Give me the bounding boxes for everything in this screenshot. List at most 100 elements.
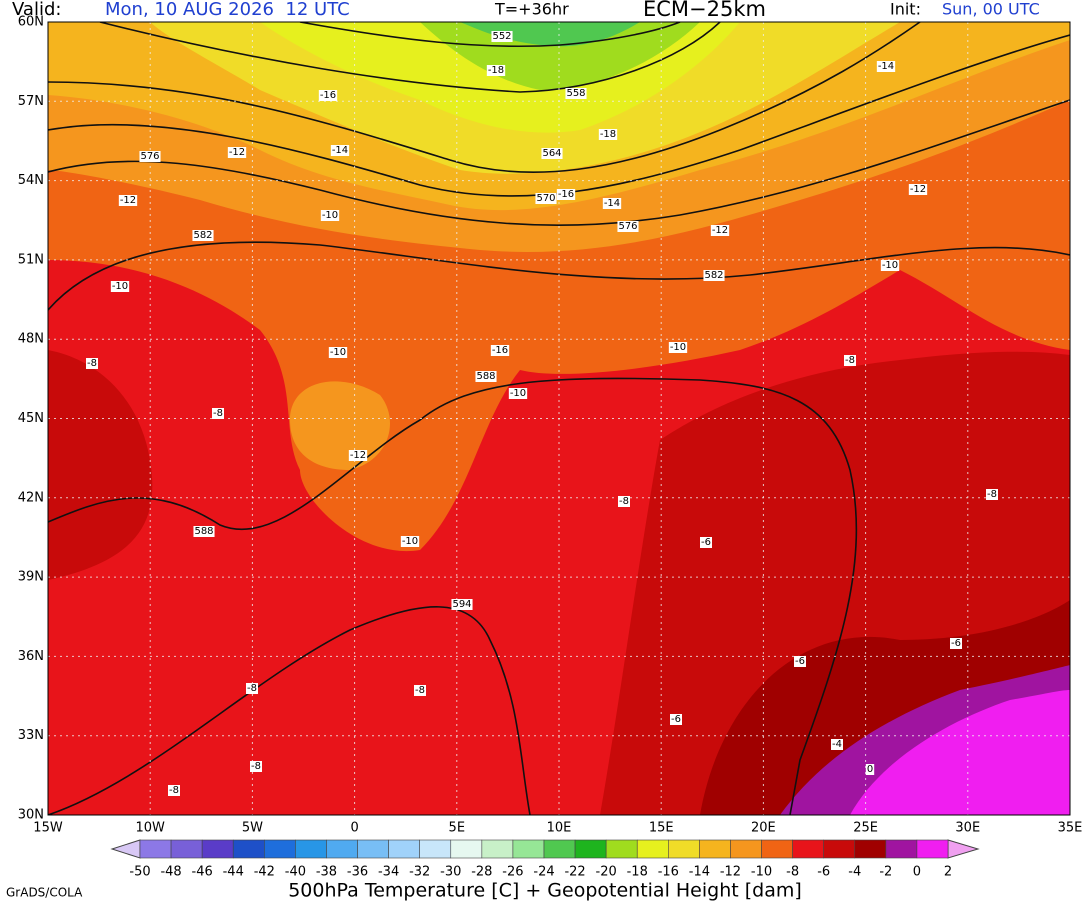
contour-label-box xyxy=(508,388,528,399)
colorbar-box xyxy=(636,839,669,859)
colorbar-label: -18 xyxy=(627,865,648,880)
lat-label: 36N xyxy=(18,649,44,664)
contour-label: -8 xyxy=(845,355,855,366)
contour-label: -6 xyxy=(795,656,805,667)
colorbar-box xyxy=(264,839,296,859)
contour-label: -12 xyxy=(350,450,366,461)
colorbar-label: -30 xyxy=(440,865,461,880)
contour-label: -8 xyxy=(213,408,223,419)
contour-label: -14 xyxy=(878,61,894,72)
contour-label: -14 xyxy=(332,145,348,156)
contour-label: 594 xyxy=(452,599,471,610)
contour-label: -6 xyxy=(951,638,961,649)
contour-label: -14 xyxy=(604,198,620,209)
colorbar-high xyxy=(947,839,980,859)
colorbar-label: -4 xyxy=(848,865,861,880)
contour-label-box xyxy=(400,536,420,547)
init-time: Sun, 00 UTC xyxy=(942,0,1040,19)
colorbar-box xyxy=(357,839,389,859)
contour-label: 552 xyxy=(492,31,511,42)
colorbar-label: -36 xyxy=(347,865,368,880)
contour-label: -6 xyxy=(701,537,711,548)
contour-label-box xyxy=(491,31,513,42)
contour-label-box xyxy=(703,270,725,281)
contour-label-box xyxy=(110,281,130,292)
contour-label: -12 xyxy=(120,195,136,206)
init-label: Init: xyxy=(890,0,921,19)
field-band xyxy=(460,22,640,47)
colorbar-box xyxy=(792,839,824,859)
colorbar-box xyxy=(201,839,234,859)
contour-label: 582 xyxy=(704,270,723,281)
contour-label: -12 xyxy=(910,184,926,195)
contour-label: 0 xyxy=(867,764,873,775)
colorbar-box xyxy=(512,839,545,859)
height-contour xyxy=(48,606,531,815)
colorbar-box xyxy=(326,839,358,859)
height-contour xyxy=(99,22,721,93)
colorbar-label: -34 xyxy=(378,865,399,880)
colorbar-label: -26 xyxy=(502,865,523,880)
colorbar-label: -46 xyxy=(192,865,213,880)
colorbar-label: -44 xyxy=(223,865,244,880)
height-contour xyxy=(299,22,681,48)
lon-label: 20E xyxy=(751,821,776,836)
colorbar-label: -28 xyxy=(471,865,492,880)
contour-label-box xyxy=(193,526,215,537)
lon-label: 25E xyxy=(853,821,878,836)
lon-label: 15W xyxy=(33,821,63,836)
colorbar-label: -2 xyxy=(879,865,892,880)
lat-label: 60N xyxy=(18,15,44,30)
contour-label-box xyxy=(844,355,856,366)
lon-label: 0 xyxy=(350,821,358,836)
contour-label-box xyxy=(598,129,618,140)
contour-label-box xyxy=(618,496,630,507)
colorbar-box xyxy=(295,839,327,859)
colorbar-low xyxy=(110,839,141,859)
colorbar-label: -14 xyxy=(689,865,710,880)
contour-label-box xyxy=(348,450,368,461)
contour-label-box xyxy=(86,358,98,369)
colorbar-label: 2 xyxy=(944,865,952,880)
colorbar-label: -40 xyxy=(285,865,306,880)
map-frame xyxy=(47,21,1071,816)
contour-label: -12 xyxy=(229,147,245,158)
lat-label: 48N xyxy=(18,332,44,347)
contour-label-box xyxy=(168,785,180,796)
contour-label-box xyxy=(617,221,639,232)
contour-label-box xyxy=(330,145,350,156)
colorbar-box xyxy=(481,839,514,859)
model-name: ECM−25km xyxy=(643,0,766,21)
contour-label: -12 xyxy=(712,225,728,236)
contour-label: -16 xyxy=(320,90,336,101)
colorbar-label: -50 xyxy=(129,865,150,880)
contour-label-box xyxy=(865,764,875,775)
lon-label: 5W xyxy=(242,821,263,836)
lat-label: 57N xyxy=(18,94,44,109)
contour-label-box xyxy=(320,210,340,221)
contour-label: -10 xyxy=(670,342,686,353)
colorbar-label: -12 xyxy=(720,865,741,880)
contour-label-box xyxy=(227,147,247,158)
contour-label-box xyxy=(880,260,900,271)
contour-label-box xyxy=(250,761,262,772)
contour-label-box xyxy=(535,193,557,204)
contour-label-box xyxy=(475,371,497,382)
valid-time: Mon, 10 AUG 2026 12 UTC xyxy=(105,0,350,20)
contour-label-box xyxy=(700,537,712,548)
colorbar-label: -48 xyxy=(160,865,181,880)
lon-label: 10W xyxy=(135,821,165,836)
colorbar-box xyxy=(730,839,762,859)
colorbar-box xyxy=(916,839,949,859)
height-contour xyxy=(48,241,1070,311)
colorbar-box xyxy=(419,839,452,859)
contour-label: -8 xyxy=(87,358,97,369)
contour-label: 564 xyxy=(542,148,561,159)
contour-label-box xyxy=(668,342,688,353)
lon-label: 35E xyxy=(1058,821,1083,836)
height-contour xyxy=(48,22,921,173)
colorbar-label: -32 xyxy=(409,865,430,880)
contour-label: -4 xyxy=(832,739,842,750)
forecast-hour: T=+36hr xyxy=(494,0,569,19)
